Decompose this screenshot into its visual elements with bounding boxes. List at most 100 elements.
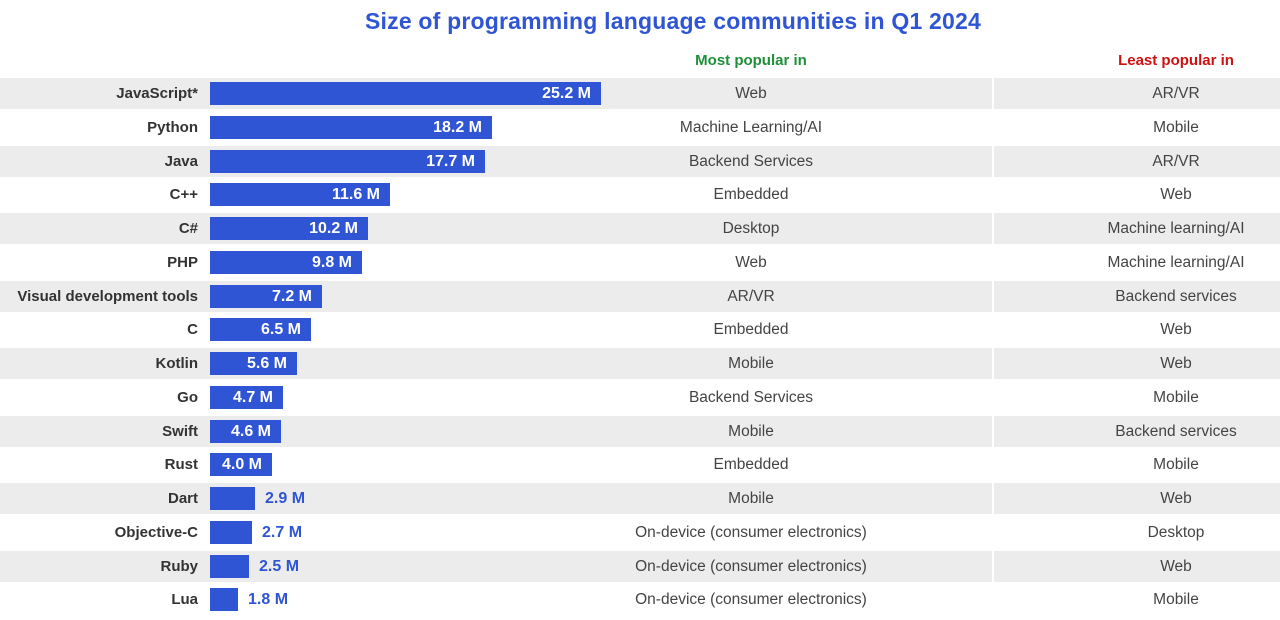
value-label: 4.7 M xyxy=(232,388,273,406)
row-stripe xyxy=(510,348,992,379)
chart-row: Kotlin 5.6 M Mobile Web xyxy=(0,348,1280,382)
bar xyxy=(210,115,492,139)
chart-rows: JavaScript* 25.2 M Web AR/VR Python 18.2 M Mac… xyxy=(0,78,1280,618)
row-stripe xyxy=(994,348,1280,379)
chart-row: Ruby 2.5 M On-device (consumer electronics… xyxy=(0,550,1280,585)
most-popular-cell: On-device (consumer electronics) xyxy=(635,557,867,575)
most-popular-cell: On-device (consumer electronics) xyxy=(635,523,867,541)
value-label: 4.0 M xyxy=(221,456,262,474)
least-popular-cell: Mobile xyxy=(1153,456,1199,474)
most-popular-cell: Embedded xyxy=(713,456,789,474)
bar xyxy=(210,284,322,308)
row-stripe xyxy=(994,550,1280,582)
most-popular-cell: Machine Learning/AI xyxy=(679,118,823,136)
row-stripe xyxy=(510,550,992,582)
least-popular-cell: Web xyxy=(1160,321,1192,339)
language-label: Ruby xyxy=(160,557,199,575)
language-label: Visual development tools xyxy=(17,287,198,305)
language-label: Java xyxy=(164,152,198,170)
language-label: Objective-C xyxy=(114,523,198,541)
most-popular-cell: Mobile xyxy=(728,490,774,507)
chart-row: Objective-C 2.7 M On-device (consumer elec… xyxy=(0,517,1280,551)
value-label: 25.2 M xyxy=(542,85,591,102)
least-popular-cell: AR/VR xyxy=(1152,85,1200,102)
least-popular-cell: Backend services xyxy=(1115,422,1237,440)
least-popular-cell: Mobile xyxy=(1153,591,1199,609)
bar xyxy=(210,385,283,409)
chart-row: Python 18.2 M Machine Learning/AI Mobile xyxy=(0,112,1280,146)
most-popular-cell: Embedded xyxy=(713,186,789,204)
most-popular-cell: On-device (consumer electronics) xyxy=(635,591,867,609)
most-popular-cell: AR/VR xyxy=(727,287,775,305)
chart-row: Java 17.7 M Backend Services AR/VR xyxy=(0,145,1280,180)
language-label: C xyxy=(187,321,198,339)
least-popular-cell: Mobile xyxy=(1153,118,1199,136)
value-label: 2.7 M xyxy=(262,523,303,541)
chart-row: C 6.5 M Embedded Web xyxy=(0,314,1280,348)
row-stripe xyxy=(994,213,1280,244)
chart-row: Rust 4.0 M Embedded Mobile xyxy=(0,449,1280,483)
least-popular-cell: Machine learning/AI xyxy=(1107,220,1245,237)
row-stripe xyxy=(0,483,510,514)
chart-row: C# 10.2 M Desktop Machine learning/AI xyxy=(0,213,1280,247)
bar xyxy=(210,419,281,443)
row-stripe xyxy=(510,415,992,447)
chart-row: Swift 4.6 M Mobile Backend services xyxy=(0,415,1280,450)
language-label: Go xyxy=(177,388,198,406)
chart-row: PHP 9.8 M Web Machine learning/AI xyxy=(0,247,1280,281)
language-label: Kotlin xyxy=(155,355,199,372)
language-label: Python xyxy=(147,118,198,136)
value-label: 9.8 M xyxy=(311,253,352,271)
bar xyxy=(210,149,485,173)
language-label: Rust xyxy=(164,456,198,474)
most-popular-cell: Backend Services xyxy=(688,388,814,406)
language-label: Lua xyxy=(171,591,198,609)
value-label: 7.2 M xyxy=(271,287,312,305)
language-label: C# xyxy=(178,220,198,237)
row-stripe xyxy=(510,280,992,312)
chart-row: Go 4.7 M Backend Services Mobile xyxy=(0,382,1280,416)
bar xyxy=(210,183,390,207)
chart-row: Dart 2.9 M Mobile Web xyxy=(0,483,1280,517)
value-label: 5.6 M xyxy=(246,355,287,372)
least-popular-cell: Web xyxy=(1160,490,1192,507)
most-popular-cell: Web xyxy=(735,85,767,102)
most-popular-header: Most popular in xyxy=(695,52,807,69)
least-popular-cell: Web xyxy=(1160,557,1192,575)
value-label: 11.6 M xyxy=(331,186,380,204)
most-popular-cell: Backend Services xyxy=(688,152,814,170)
language-label: Dart xyxy=(167,490,198,507)
bar xyxy=(210,453,272,477)
bar xyxy=(210,318,311,342)
row-stripe xyxy=(994,145,1280,177)
bar xyxy=(210,554,249,578)
row-stripe xyxy=(510,213,992,244)
chart-row: Visual development tools 7.2 M AR/VR Backen… xyxy=(0,280,1280,315)
row-stripe xyxy=(510,483,992,514)
language-label: PHP xyxy=(167,253,198,271)
chart-row: Lua 1.8 M On-device (consumer electronics)… xyxy=(0,584,1280,618)
language-label: C++ xyxy=(169,186,198,204)
language-label: JavaScript* xyxy=(116,85,198,102)
most-popular-cell: Mobile xyxy=(728,355,774,372)
bar xyxy=(210,487,255,510)
least-popular-cell: Web xyxy=(1160,186,1192,204)
row-stripe xyxy=(994,483,1280,514)
bar xyxy=(210,352,297,375)
bar xyxy=(210,250,362,274)
most-popular-cell: Desktop xyxy=(722,220,780,237)
chart-row: C++ 11.6 M Embedded Web xyxy=(0,179,1280,213)
most-popular-cell: Embedded xyxy=(713,321,789,339)
bar xyxy=(210,82,601,105)
least-popular-cell: AR/VR xyxy=(1152,152,1200,170)
value-label: 10.2 M xyxy=(309,220,358,237)
chart-title: Size of programming language communities… xyxy=(364,8,981,34)
value-label: 2.9 M xyxy=(265,490,306,507)
least-popular-cell: Mobile xyxy=(1153,388,1199,406)
row-stripe xyxy=(994,78,1280,109)
value-label: 6.5 M xyxy=(260,321,301,339)
least-popular-header: Least popular in xyxy=(1118,52,1234,69)
value-label: 18.2 M xyxy=(433,118,482,136)
least-popular-cell: Backend services xyxy=(1115,287,1237,305)
most-popular-cell: Mobile xyxy=(728,422,774,440)
